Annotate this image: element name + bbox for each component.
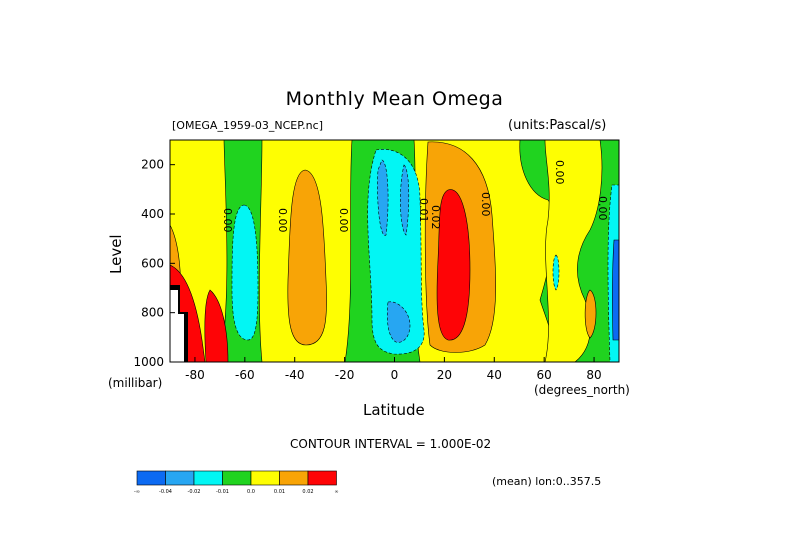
colorbar-label: 0.01 [274,489,285,495]
y-axis-ticks: 200 400 600 800 1000 [133,158,175,369]
contour-band-red-sh2 [204,289,229,362]
x-axis-unit: (degrees_north) [534,383,630,397]
contour-band-blue-center3 [400,164,410,236]
y-tick-label: 400 [141,207,164,221]
colorbar-label: -0.04 [159,489,172,495]
contour-band-red-center [436,189,471,341]
y-tick-label: 800 [141,306,164,320]
contour-band-orange-east [584,289,597,339]
x-tick-label: 0 [391,368,399,382]
units-label: (units:Pascal/s) [508,118,607,133]
contour-band-blue-ne [612,239,619,341]
contour-label: 0.00 [276,208,289,233]
y-axis-unit: (millibar) [108,376,163,390]
contour-label: 0.00 [337,208,350,233]
dataset-filename: [OMEGA_1959-03_NCEP.nc] [172,119,323,132]
y-tick-label: 1000 [133,355,164,369]
x-tick-label: -20 [335,368,355,382]
y-tick-label: 200 [141,158,164,172]
chart-title: Monthly Mean Omega [285,88,504,110]
y-tick-label: 600 [141,256,164,270]
colorbar-label: 0.02 [302,489,313,495]
masked-region-white [170,290,184,362]
contour-labels: 0.00 0.00 0.00 0.00 0.02 0.01 0.00 0.00 [221,160,609,233]
contour-label: 0.00 [553,160,566,185]
y-axis-title: Level [107,234,125,274]
colorbar-label: ∞ [334,489,338,495]
x-tick-label: 60 [537,368,552,382]
x-axis-ticks: -80 -60 -40 -20 0 20 40 60 80 [185,357,602,382]
colorbar-swatch [136,470,166,486]
x-tick-label: 20 [437,368,452,382]
contour-band-blue-center [386,301,411,343]
contour-interval: CONTOUR INTERVAL = 1.000E-02 [290,437,492,451]
colorbar-label: -0.02 [188,489,201,495]
colorbar-swatch [193,470,223,486]
x-tick-label: 40 [487,368,502,382]
colorbar-swatch [165,470,195,486]
colorbar-swatch [279,470,309,486]
contour-label: 0.01 [417,198,430,223]
x-tick-label: -40 [285,368,305,382]
x-tick-label: -60 [235,368,255,382]
contour-band-yellow-east [544,140,603,362]
colorbar-label: -∞ [134,489,140,495]
contour-label: 0.00 [479,192,492,217]
contour-band-blue-center2 [377,159,389,236]
contour-fill [170,140,619,362]
contour-label: 0.00 [596,196,609,221]
colorbar: -∞ -0.04 -0.02 -0.01 0.0 0.01 0.02 ∞ [134,470,339,495]
x-axis-title: Latitude [363,401,425,419]
x-tick-label: -80 [185,368,205,382]
x-tick-label: 80 [586,368,601,382]
colorbar-label: -0.01 [216,489,229,495]
contour-label: 0.00 [221,208,234,233]
colorbar-swatch [307,470,337,486]
colorbar-swatch [222,470,252,486]
contour-label: 0.02 [429,205,442,230]
averaging-note: (mean) lon:0..357.5 [492,475,602,488]
colorbar-label: 0.0 [247,489,255,495]
colorbar-swatch [250,470,280,486]
contour-band-cyan-sh [231,204,259,341]
contour-band-cyan-east [552,254,560,291]
contour-band-orange-west [287,169,327,346]
